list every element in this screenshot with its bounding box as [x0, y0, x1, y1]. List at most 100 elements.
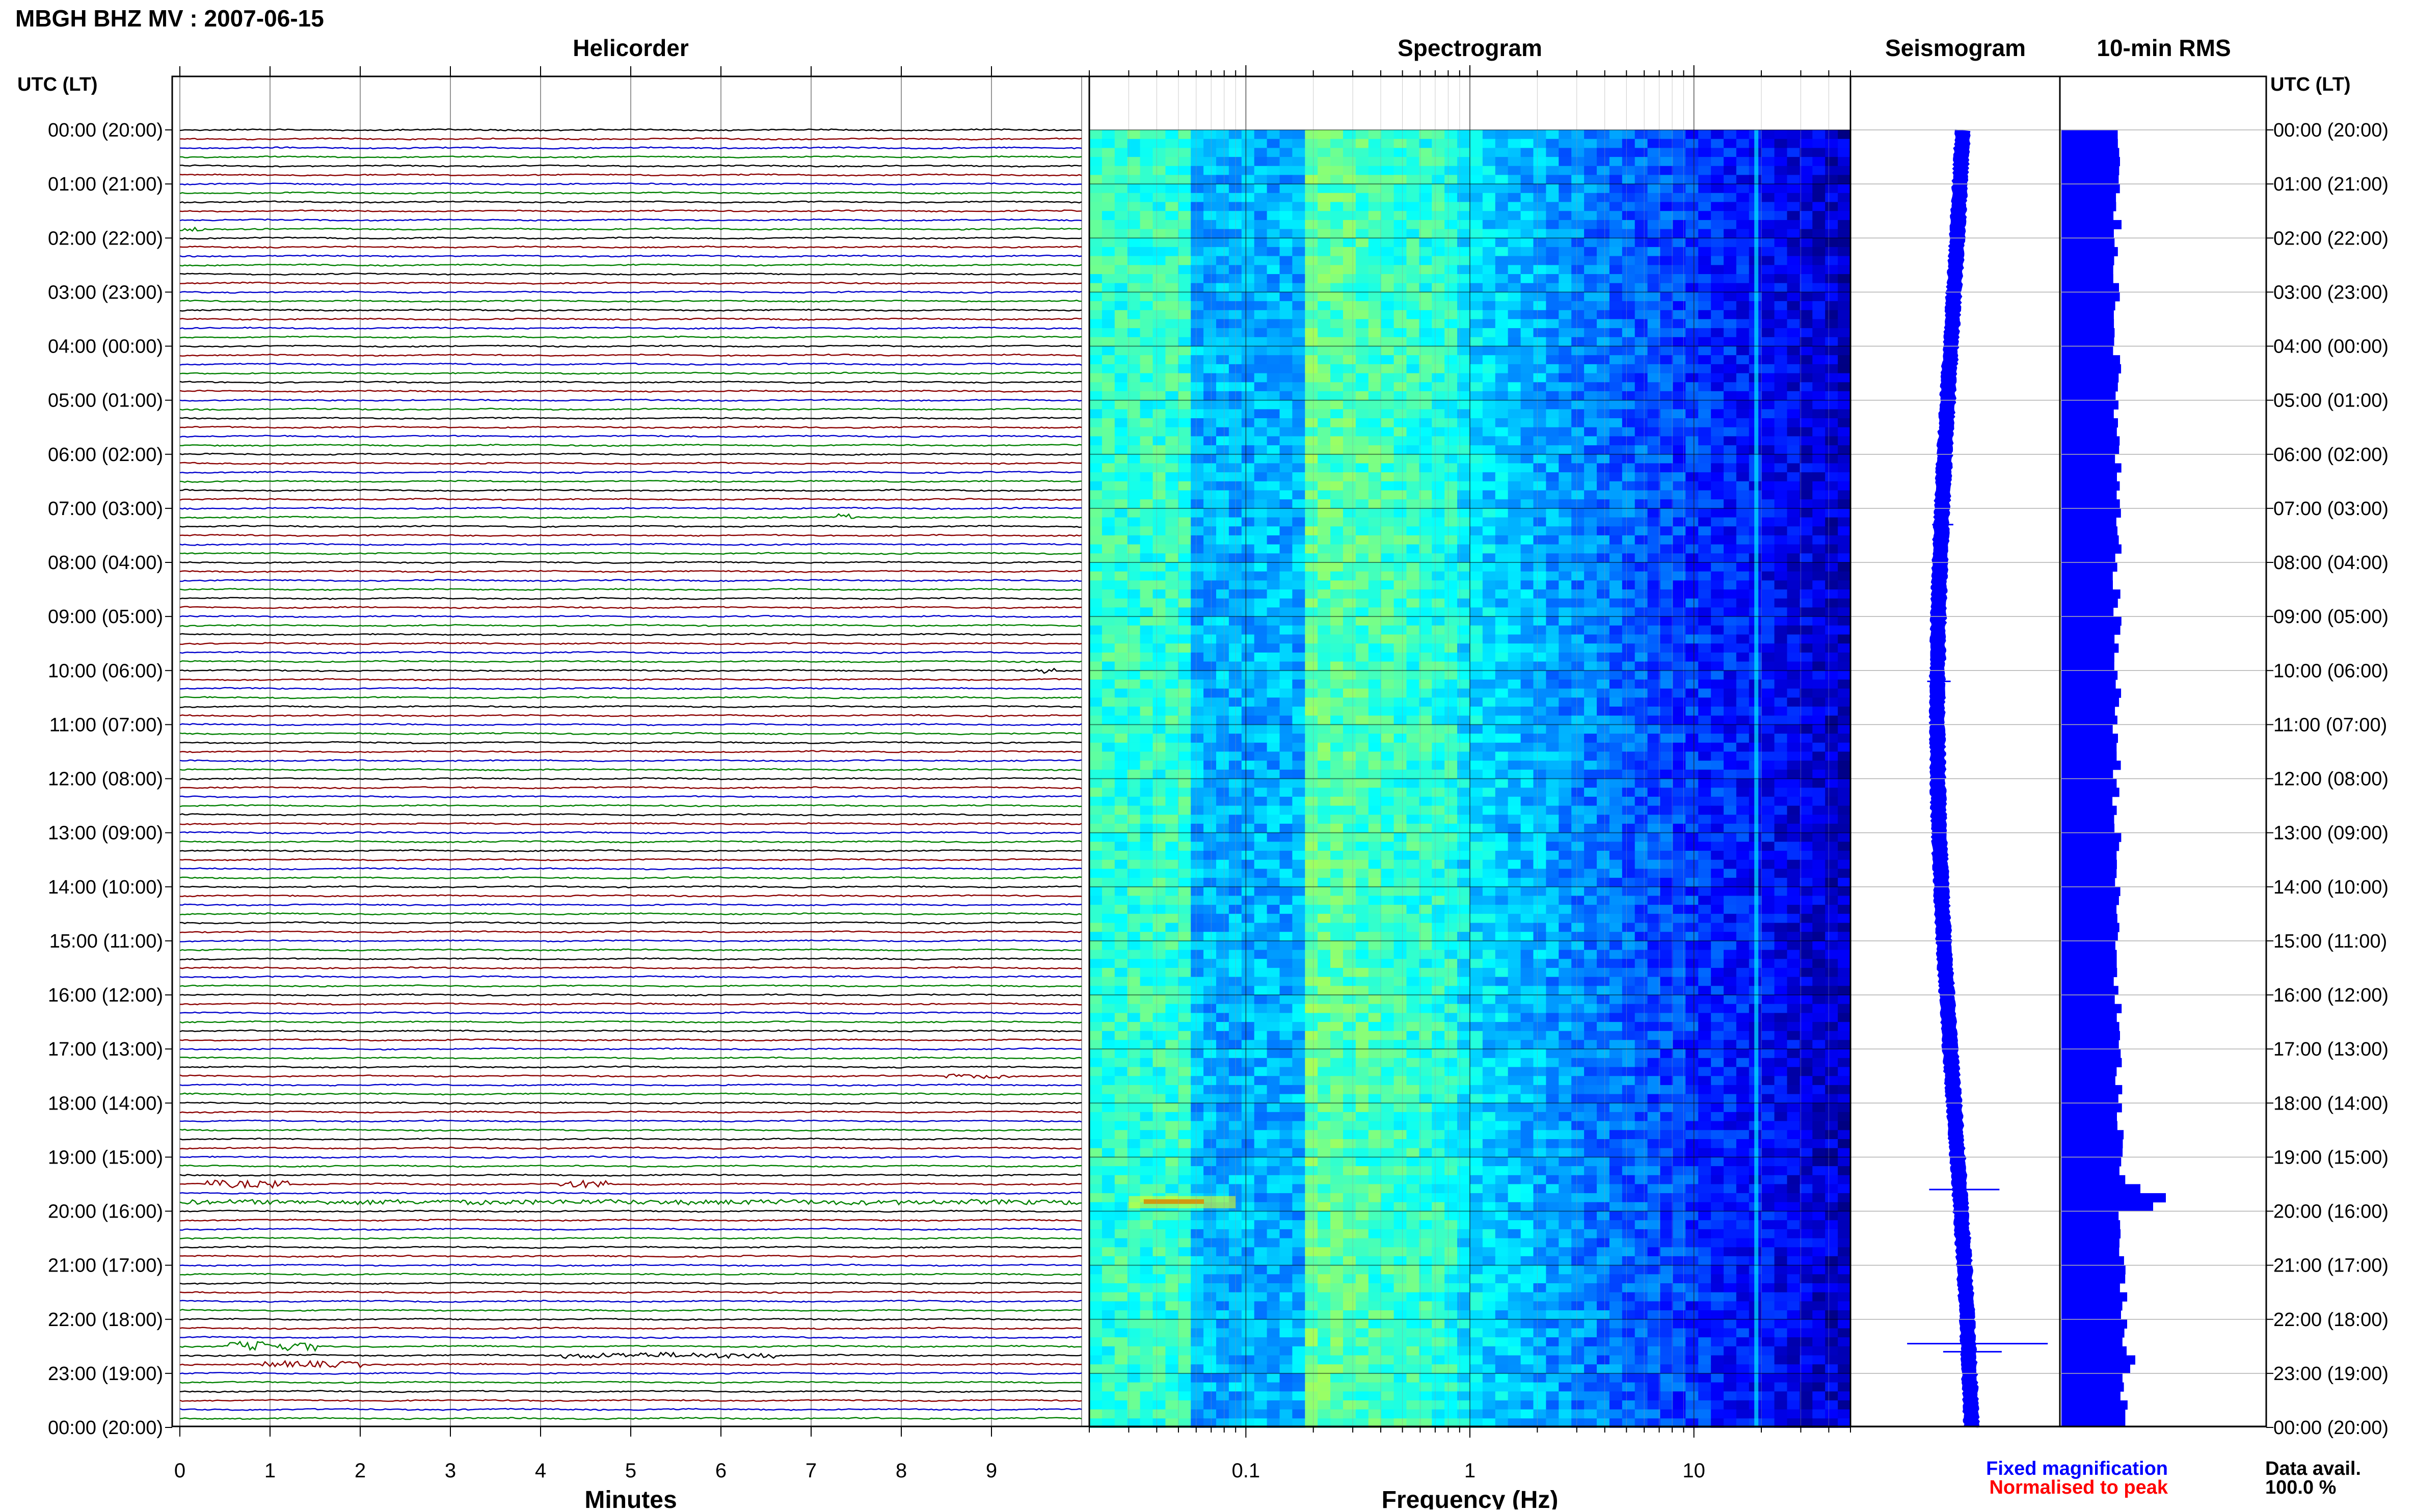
- rms-bar: [2061, 454, 2115, 464]
- time-label-right: 10:00 (06:00): [2273, 660, 2389, 682]
- time-label-left: 11:00 (07:00): [49, 714, 163, 736]
- time-label-right: 19:00 (15:00): [2273, 1147, 2389, 1168]
- rms-bar: [2061, 716, 2117, 725]
- rms-bar: [2061, 1184, 2140, 1193]
- rms-bar: [2061, 1229, 2121, 1238]
- rms-bar: [2061, 166, 2119, 175]
- time-label-left: 16:00 (12:00): [48, 985, 163, 1006]
- time-label-left: 13:00 (09:00): [48, 823, 163, 844]
- time-label-right: 13:00 (09:00): [2273, 823, 2389, 844]
- rms-bar: [2061, 274, 2113, 283]
- rms-bar: [2061, 707, 2115, 716]
- rms-bar: [2061, 1337, 2123, 1346]
- helicorder-tick-label: 1: [264, 1460, 276, 1482]
- time-label-left: 04:00 (00:00): [48, 336, 163, 358]
- rms-bar: [2061, 1148, 2123, 1157]
- rms-bar: [2061, 545, 2122, 554]
- rms-bar: [2061, 1364, 2130, 1373]
- time-label-right: 04:00 (00:00): [2273, 336, 2389, 358]
- time-label-left: 15:00 (11:00): [49, 931, 163, 952]
- rms-bar: [2061, 175, 2118, 184]
- rms-bar: [2061, 481, 2120, 491]
- utc-lt-right-label: UTC (LT): [2270, 74, 2351, 95]
- rms-bar: [2061, 1328, 2125, 1337]
- time-label-right: 07:00 (03:00): [2273, 498, 2389, 520]
- time-label-left: 08:00 (04:00): [48, 552, 163, 574]
- spectrogram-plot: [1089, 76, 1851, 1428]
- time-label-left: 10:00 (06:00): [48, 660, 163, 682]
- rms-bar: [2061, 418, 2118, 427]
- time-label-right: 02:00 (22:00): [2273, 228, 2389, 249]
- time-label-left: 22:00 (18:00): [48, 1309, 163, 1331]
- rms-bar: [2061, 851, 2116, 860]
- rms-bar: [2061, 1085, 2122, 1094]
- rms-bar: [2061, 283, 2119, 292]
- rms-bar: [2061, 518, 2116, 527]
- rms-bar: [2061, 1193, 2166, 1202]
- time-label-left: 18:00 (14:00): [48, 1093, 163, 1114]
- time-label-left: 01:00 (21:00): [48, 174, 163, 195]
- fixed-magnification-label: Fixed magnification: [1986, 1458, 2168, 1479]
- rms-bar: [2061, 1391, 2121, 1400]
- spectrogram-title: Spectrogram: [1398, 35, 1542, 61]
- rms-bar: [2061, 463, 2122, 472]
- utc-lt-left-label: UTC (LT): [17, 74, 98, 95]
- rms-bar: [2061, 1040, 2119, 1049]
- rms-bar: [2061, 1175, 2125, 1184]
- rms-bar: [2061, 914, 2117, 923]
- rms-bar: [2061, 842, 2119, 851]
- rms-bar: [2061, 797, 2112, 806]
- time-label-left: 03:00 (23:00): [48, 282, 163, 303]
- rms-bar: [2061, 607, 2113, 616]
- rms-bar: [2061, 761, 2121, 770]
- rms-bar: [2061, 995, 2115, 1004]
- time-label-left: 09:00 (05:00): [48, 606, 163, 628]
- rms-bar: [2061, 1049, 2121, 1058]
- rms-bar: [2061, 896, 2119, 905]
- rms-bar: [2061, 1274, 2125, 1283]
- time-label-right: 20:00 (16:00): [2273, 1201, 2389, 1223]
- rms-bar: [2061, 724, 2113, 734]
- rms-bar: [2061, 589, 2121, 599]
- rms-bar: [2061, 535, 2119, 545]
- rms-bar: [2061, 1265, 2126, 1275]
- time-label-right: 12:00 (08:00): [2273, 769, 2389, 790]
- rms-bar: [2061, 1310, 2121, 1319]
- rms-bar: [2061, 265, 2113, 274]
- helicorder-tick-label: 6: [715, 1460, 727, 1482]
- rms-bar: [2061, 1301, 2123, 1310]
- time-label-right: 14:00 (10:00): [2273, 877, 2389, 898]
- rms-bar: [2061, 680, 2116, 689]
- rms-bar: [2061, 572, 2113, 581]
- rms-bar: [2061, 202, 2116, 211]
- rms-bar: [2061, 553, 2115, 562]
- rms-bar: [2061, 355, 2120, 364]
- rms-bar: [2061, 130, 2118, 139]
- rms-bar: [2061, 806, 2117, 815]
- rms-bar: [2061, 211, 2113, 220]
- time-label-right: 18:00 (14:00): [2273, 1093, 2389, 1114]
- rms-bar: [2061, 1013, 2117, 1022]
- spectrogram-tick-label: 0.1: [1232, 1460, 1260, 1482]
- rms-bar: [2061, 580, 2113, 589]
- rms-bar: [2061, 1238, 2119, 1248]
- rms-bar: [2061, 1094, 2118, 1103]
- rms-bar: [2061, 319, 2114, 328]
- helicorder-tick-label: 5: [625, 1460, 636, 1482]
- rms-bar: [2061, 238, 2114, 247]
- time-label-left: 14:00 (10:00): [48, 877, 163, 898]
- rms-bar: [2061, 1373, 2123, 1383]
- time-label-left: 19:00 (15:00): [48, 1147, 163, 1168]
- rms-bar: [2061, 869, 2116, 878]
- rms-bar: [2061, 1076, 2115, 1085]
- rms-bar: [2061, 1356, 2135, 1365]
- rms-bar: [2061, 626, 2121, 635]
- rms-bar: [2061, 599, 2118, 608]
- time-label-right: 01:00 (21:00): [2273, 174, 2389, 195]
- time-label-left: 23:00 (19:00): [48, 1363, 163, 1385]
- rms-bar: [2061, 860, 2117, 869]
- rms-bar: [2061, 148, 2119, 157]
- rms-bar: [2061, 932, 2118, 941]
- rms-bar: [2061, 770, 2113, 779]
- rms-bar: [2061, 833, 2121, 842]
